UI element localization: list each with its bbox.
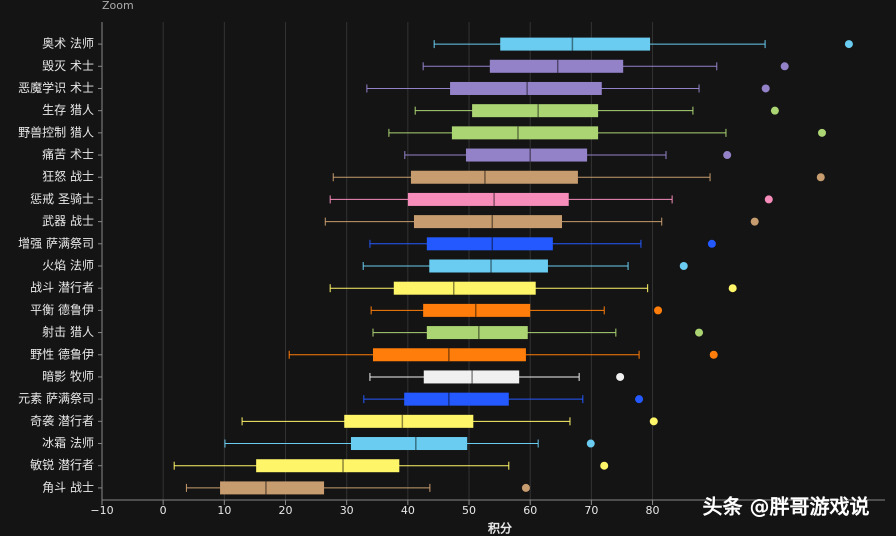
x-tick-label: 60 — [523, 504, 537, 517]
x-tick-label: 0 — [160, 504, 167, 517]
outlier — [761, 84, 770, 93]
outlier — [707, 239, 716, 248]
outlier — [521, 483, 530, 492]
y-tick-label: 奇袭 潜行者 — [30, 413, 94, 428]
outlier — [780, 62, 789, 71]
y-tick-label: 毁灭 术士 — [42, 58, 94, 73]
x-tick-label: 10 — [217, 504, 231, 517]
y-tick-label: 奥术 法师 — [42, 37, 94, 51]
outlier — [728, 284, 737, 293]
outlier — [723, 151, 732, 160]
y-tick-label: 痛苦 术士 — [42, 147, 94, 162]
outlier — [750, 217, 759, 226]
outlier — [600, 461, 609, 470]
box — [393, 281, 536, 295]
y-tick-label: 生存 猎人 — [42, 103, 94, 117]
x-axis-label: 积分 — [488, 521, 512, 536]
outlier — [635, 395, 644, 404]
box — [423, 303, 531, 317]
y-tick-label: 恶魔学识 术士 — [18, 80, 94, 95]
box — [465, 148, 588, 162]
box — [413, 215, 563, 229]
watermark: 头条 @胖哥游戏说 — [703, 495, 870, 519]
box — [256, 459, 400, 473]
x-tick-label: 80 — [646, 504, 660, 517]
box — [220, 481, 325, 495]
x-tick-label: 40 — [401, 504, 415, 517]
x-tick-label: 30 — [340, 504, 354, 517]
y-tick-label: 增强 萨满祭司 — [18, 236, 94, 250]
y-tick-label: 野兽控制 猎人 — [18, 125, 94, 139]
box — [426, 237, 553, 251]
box — [472, 104, 599, 118]
x-tick-label: 50 — [462, 504, 476, 517]
outlier — [695, 328, 704, 337]
y-tick-label: 敏锐 潜行者 — [30, 457, 94, 472]
outlier — [709, 350, 718, 359]
box — [429, 259, 548, 273]
outlier — [817, 128, 826, 137]
y-tick-label: 角斗 战士 — [42, 480, 94, 494]
y-tick-label: 火焰 法师 — [42, 258, 94, 273]
y-tick-label: 元素 萨满祭司 — [18, 392, 94, 406]
x-tick-label: 70 — [584, 504, 598, 517]
y-tick-label: 射击 猎人 — [42, 324, 94, 339]
x-tick-label: −10 — [90, 504, 113, 517]
y-tick-label: 狂怒 战士 — [42, 169, 94, 184]
y-tick-label: 暗影 牧师 — [42, 368, 94, 383]
outlier — [649, 417, 658, 426]
box — [404, 392, 509, 406]
outlier — [770, 106, 779, 115]
box — [426, 326, 528, 340]
outlier — [764, 195, 773, 204]
outlier — [654, 306, 663, 315]
box — [350, 437, 468, 451]
outlier — [679, 262, 688, 270]
box — [423, 370, 520, 384]
box — [410, 170, 578, 184]
y-tick-label: 惩戒 圣骑士 — [30, 192, 94, 206]
box — [451, 126, 599, 140]
box — [500, 37, 651, 51]
y-tick-label: 野性 德鲁伊 — [30, 346, 94, 361]
outlier — [586, 439, 595, 448]
y-tick-label: 冰霜 法师 — [42, 436, 94, 450]
y-tick-label: 战斗 潜行者 — [30, 281, 94, 295]
box — [372, 348, 526, 362]
box — [344, 414, 474, 428]
zoom-label[interactable]: Zoom — [102, 0, 134, 12]
y-tick-label: 武器 战士 — [42, 214, 94, 228]
box — [407, 192, 569, 206]
box — [489, 59, 624, 73]
y-tick-label: 平衡 德鲁伊 — [30, 302, 94, 317]
box — [450, 81, 602, 95]
outlier — [816, 173, 825, 182]
x-tick-label: 20 — [279, 504, 293, 517]
outlier — [844, 40, 853, 49]
outlier — [616, 372, 625, 381]
